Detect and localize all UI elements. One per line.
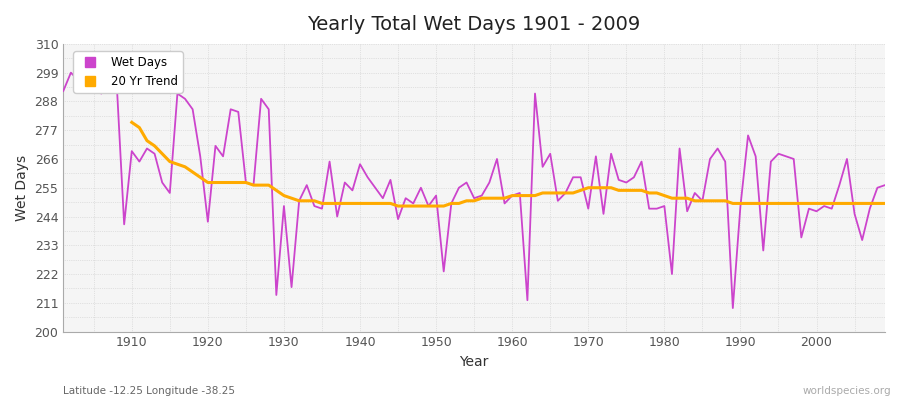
X-axis label: Year: Year bbox=[460, 355, 489, 369]
Legend: Wet Days, 20 Yr Trend: Wet Days, 20 Yr Trend bbox=[73, 51, 183, 92]
Y-axis label: Wet Days: Wet Days bbox=[15, 155, 29, 221]
Text: Latitude -12.25 Longitude -38.25: Latitude -12.25 Longitude -38.25 bbox=[63, 386, 235, 396]
Title: Yearly Total Wet Days 1901 - 2009: Yearly Total Wet Days 1901 - 2009 bbox=[308, 15, 641, 34]
Text: worldspecies.org: worldspecies.org bbox=[803, 386, 891, 396]
